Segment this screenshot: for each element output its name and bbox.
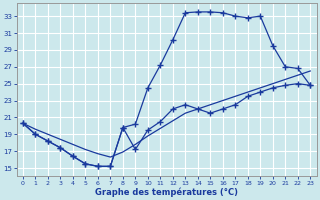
X-axis label: Graphe des températures (°C): Graphe des températures (°C) (95, 187, 238, 197)
